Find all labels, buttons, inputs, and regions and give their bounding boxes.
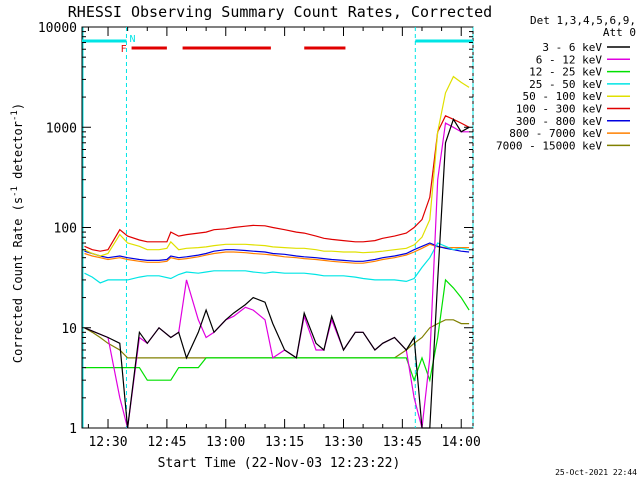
- y-tick-label: 10: [61, 322, 77, 337]
- series-line: [84, 75, 470, 257]
- series-line: [84, 243, 470, 264]
- x-tick-label: 13:45: [383, 435, 422, 450]
- y-tick-label: 100: [54, 222, 77, 237]
- x-tick-label: 13:15: [265, 435, 304, 450]
- night-label: N: [129, 34, 135, 45]
- x-axis-label: Start Time (22-Nov-03 12:23:22): [158, 456, 401, 471]
- x-tick-label: 13:30: [324, 435, 363, 450]
- series-line: [84, 242, 470, 262]
- y-tick-label: 1: [69, 422, 77, 437]
- legend-entry-label: 7000 - 15000 keV: [496, 139, 602, 152]
- legend-header: Att 0: [603, 26, 636, 39]
- x-tick-label: 13:00: [206, 435, 245, 450]
- legend-entry-label: 300 - 800 keV: [516, 115, 602, 128]
- series-line: [84, 115, 470, 252]
- legend-entry-label: 12 - 25 keV: [529, 66, 602, 79]
- legend-entry-label: 50 - 100 keV: [523, 90, 603, 103]
- series-line: [84, 242, 470, 284]
- legend-header: Det 1,3,4,5,6,9,: [530, 14, 636, 27]
- legend-entry-label: 100 - 300 keV: [516, 103, 602, 116]
- legend-entry-label: 800 - 7000 keV: [509, 127, 602, 140]
- flare-label: F: [121, 44, 127, 55]
- x-tick-label: 12:30: [88, 435, 127, 450]
- footer-date: 25-Oct-2021 22:44: [555, 468, 637, 477]
- legend-entry-label: 6 - 12 keV: [536, 53, 603, 66]
- chart-title: RHESSI Observing Summary Count Rates, Co…: [68, 3, 492, 21]
- y-axis-label: Corrected Count Rate (s-1 detector-1): [10, 103, 25, 363]
- series-line: [84, 278, 470, 383]
- series-line: [84, 117, 470, 429]
- x-tick-label: 14:00: [442, 435, 481, 450]
- y-tick-label: 1000: [46, 121, 77, 136]
- x-tick-label: 12:45: [147, 435, 186, 450]
- series-line: [84, 122, 470, 429]
- legend-entry-label: 25 - 50 keV: [529, 78, 602, 91]
- y-tick-label: 10000: [38, 21, 77, 36]
- legend-entry-label: 3 - 6 keV: [542, 41, 602, 54]
